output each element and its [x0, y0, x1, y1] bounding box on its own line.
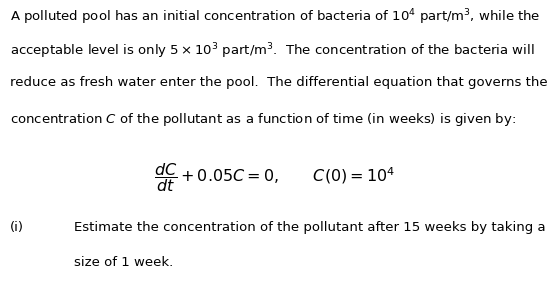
Text: concentration $C$ of the pollutant as a function of time (in weeks) is given by:: concentration $C$ of the pollutant as a … [10, 111, 516, 128]
Text: acceptable level is only $5 \times 10^3$ part/m$^3$.  The concentration of the b: acceptable level is only $5 \times 10^3$… [10, 42, 535, 62]
Text: Estimate the concentration of the pollutant after 15 weeks by taking a step: Estimate the concentration of the pollut… [74, 221, 550, 234]
Text: size of 1 week.: size of 1 week. [74, 256, 173, 269]
Text: $\dfrac{dC}{dt} + 0.05C = 0, \qquad C(0) = 10^4$: $\dfrac{dC}{dt} + 0.05C = 0, \qquad C(0)… [155, 161, 395, 194]
Text: reduce as fresh water enter the pool.  The differential equation that governs th: reduce as fresh water enter the pool. Th… [10, 76, 547, 89]
Text: (i): (i) [10, 221, 24, 234]
Text: A polluted pool has an initial concentration of bacteria of $10^4$ part/m$^3$, w: A polluted pool has an initial concentra… [10, 7, 540, 27]
